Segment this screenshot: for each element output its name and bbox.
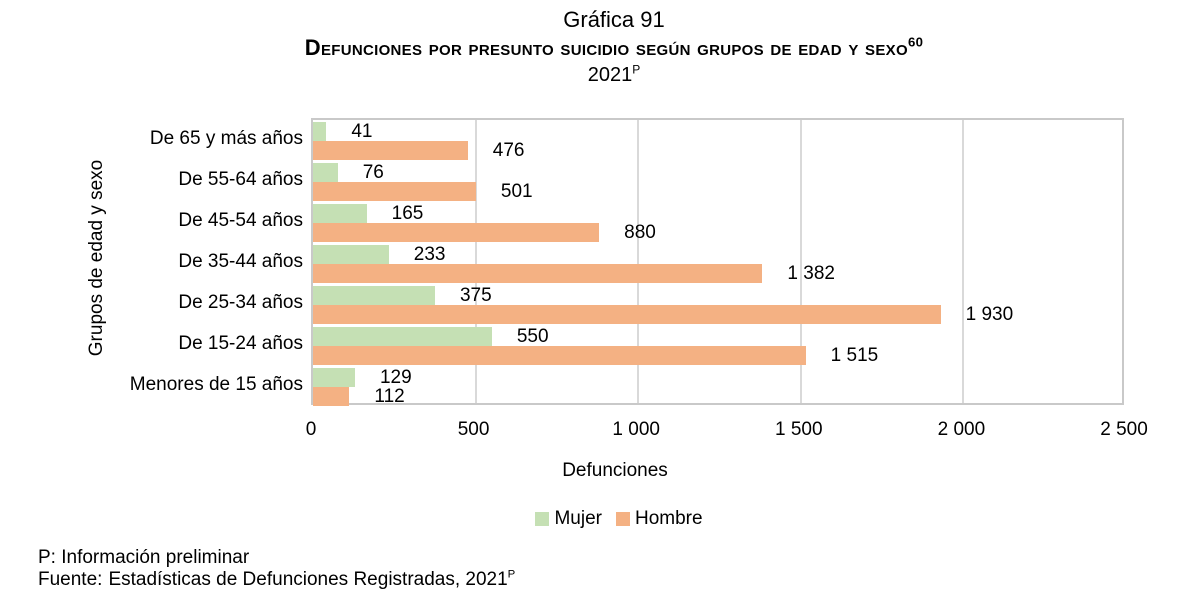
bar-hombre-6 (313, 387, 350, 406)
footer-source-text: Estadísticas de Defunciones Registradas,… (108, 569, 508, 590)
bar-hombre-1 (313, 182, 476, 201)
value-label-mujer-0: 41 (351, 120, 373, 142)
value-label-mujer-4: 375 (459, 284, 492, 306)
bar-mujer-1 (313, 163, 338, 182)
gridline (799, 120, 802, 403)
gridline (962, 120, 965, 403)
value-label-hombre-2: 880 (624, 221, 656, 243)
legend-item-mujer: Mujer (535, 508, 602, 530)
chart-number-title: Gráfica 91 (563, 7, 665, 32)
x-axis-tick-label: 1 000 (612, 419, 660, 440)
bar-mujer-6 (313, 368, 355, 387)
legend: Mujer Hombre (38, 508, 1200, 530)
value-label-mujer-3: 233 (413, 243, 446, 265)
value-label-mujer-2: 165 (391, 202, 424, 224)
x-axis-tick-label: 2 500 (1100, 419, 1148, 440)
value-label-hombre-1: 501 (500, 180, 533, 202)
bar-hombre-4 (313, 305, 941, 324)
plot-area: 41 476 76 501 165 880 233 1 382 375 1 930 550 1 515… (311, 118, 1124, 407)
value-label-mujer-1: 76 (362, 161, 384, 183)
y-axis-category-label: Menores de 15 años (129, 373, 303, 395)
y-axis-category-label: De 55-64 años (178, 168, 303, 190)
legend-label-hombre: Hombre (634, 508, 703, 529)
value-label-hombre-4: 1 930 (965, 303, 1014, 325)
bar-hombre-3 (313, 264, 763, 283)
bar-hombre-2 (313, 223, 600, 242)
value-label-mujer-6: 129 (379, 366, 412, 388)
bar-mujer-4 (313, 286, 435, 305)
y-axis-category-label: De 45-54 años (178, 209, 303, 231)
legend-swatch-hombre (615, 512, 630, 526)
chart-main-title-text: Defunciones por presunto suicidio según … (304, 35, 908, 60)
x-axis-title: Defunciones (562, 460, 668, 481)
x-axis-tick-label: 0 (305, 419, 317, 440)
chart-header: Gráfica 91 Defunciones por presunto suic… (14, 6, 1200, 88)
chart-year-text: 2021 (587, 64, 633, 86)
bar-hombre-5 (313, 346, 806, 365)
value-label-hombre-0: 476 (492, 139, 525, 161)
value-label-hombre-6: 112 (374, 385, 405, 407)
bar-mujer-0 (313, 122, 327, 141)
footer-source-superscript: P (507, 568, 516, 581)
gridline (474, 120, 477, 403)
footer-source: Fuente: Estadísticas de Defunciones Regis… (38, 569, 515, 591)
footer: P: Información preliminar Fuente: Estadís… (38, 547, 515, 591)
y-axis-title: Grupos de edad y sexo (86, 159, 107, 357)
chart-main-title: Defunciones por presunto suicidio según … (14, 34, 1200, 62)
bar-mujer-3 (313, 245, 389, 264)
chart-title-superscript: 60 (907, 34, 924, 50)
footer-source-label: Fuente: (38, 569, 103, 590)
value-label-mujer-5: 550 (516, 325, 549, 347)
y-axis-category-label: De 35-44 años (178, 250, 303, 272)
x-axis-tick-label: 2 000 (937, 419, 986, 440)
bar-mujer-5 (313, 327, 492, 346)
bar-hombre-0 (313, 141, 468, 160)
gridline (637, 120, 640, 403)
y-axis-category-label: De 25-34 años (178, 291, 303, 313)
y-axis-category-label: De 65 y más años (149, 127, 303, 149)
y-axis-category-label: De 15-24 años (178, 332, 303, 354)
bar-mujer-2 (313, 204, 367, 223)
value-label-hombre-3: 1 382 (787, 262, 835, 284)
value-label-hombre-5: 1 515 (830, 344, 879, 366)
chart-year-subtitle: 2021P (14, 62, 1200, 88)
x-axis-tick-label: 500 (457, 419, 490, 440)
legend-item-hombre: Hombre (615, 508, 703, 530)
footer-note: P: Información preliminar (38, 547, 250, 568)
legend-swatch-mujer (535, 512, 550, 526)
chart-year-superscript: P (632, 62, 641, 77)
x-axis-tick-label: 1 500 (775, 419, 823, 440)
legend-label-mujer: Mujer (554, 508, 602, 529)
